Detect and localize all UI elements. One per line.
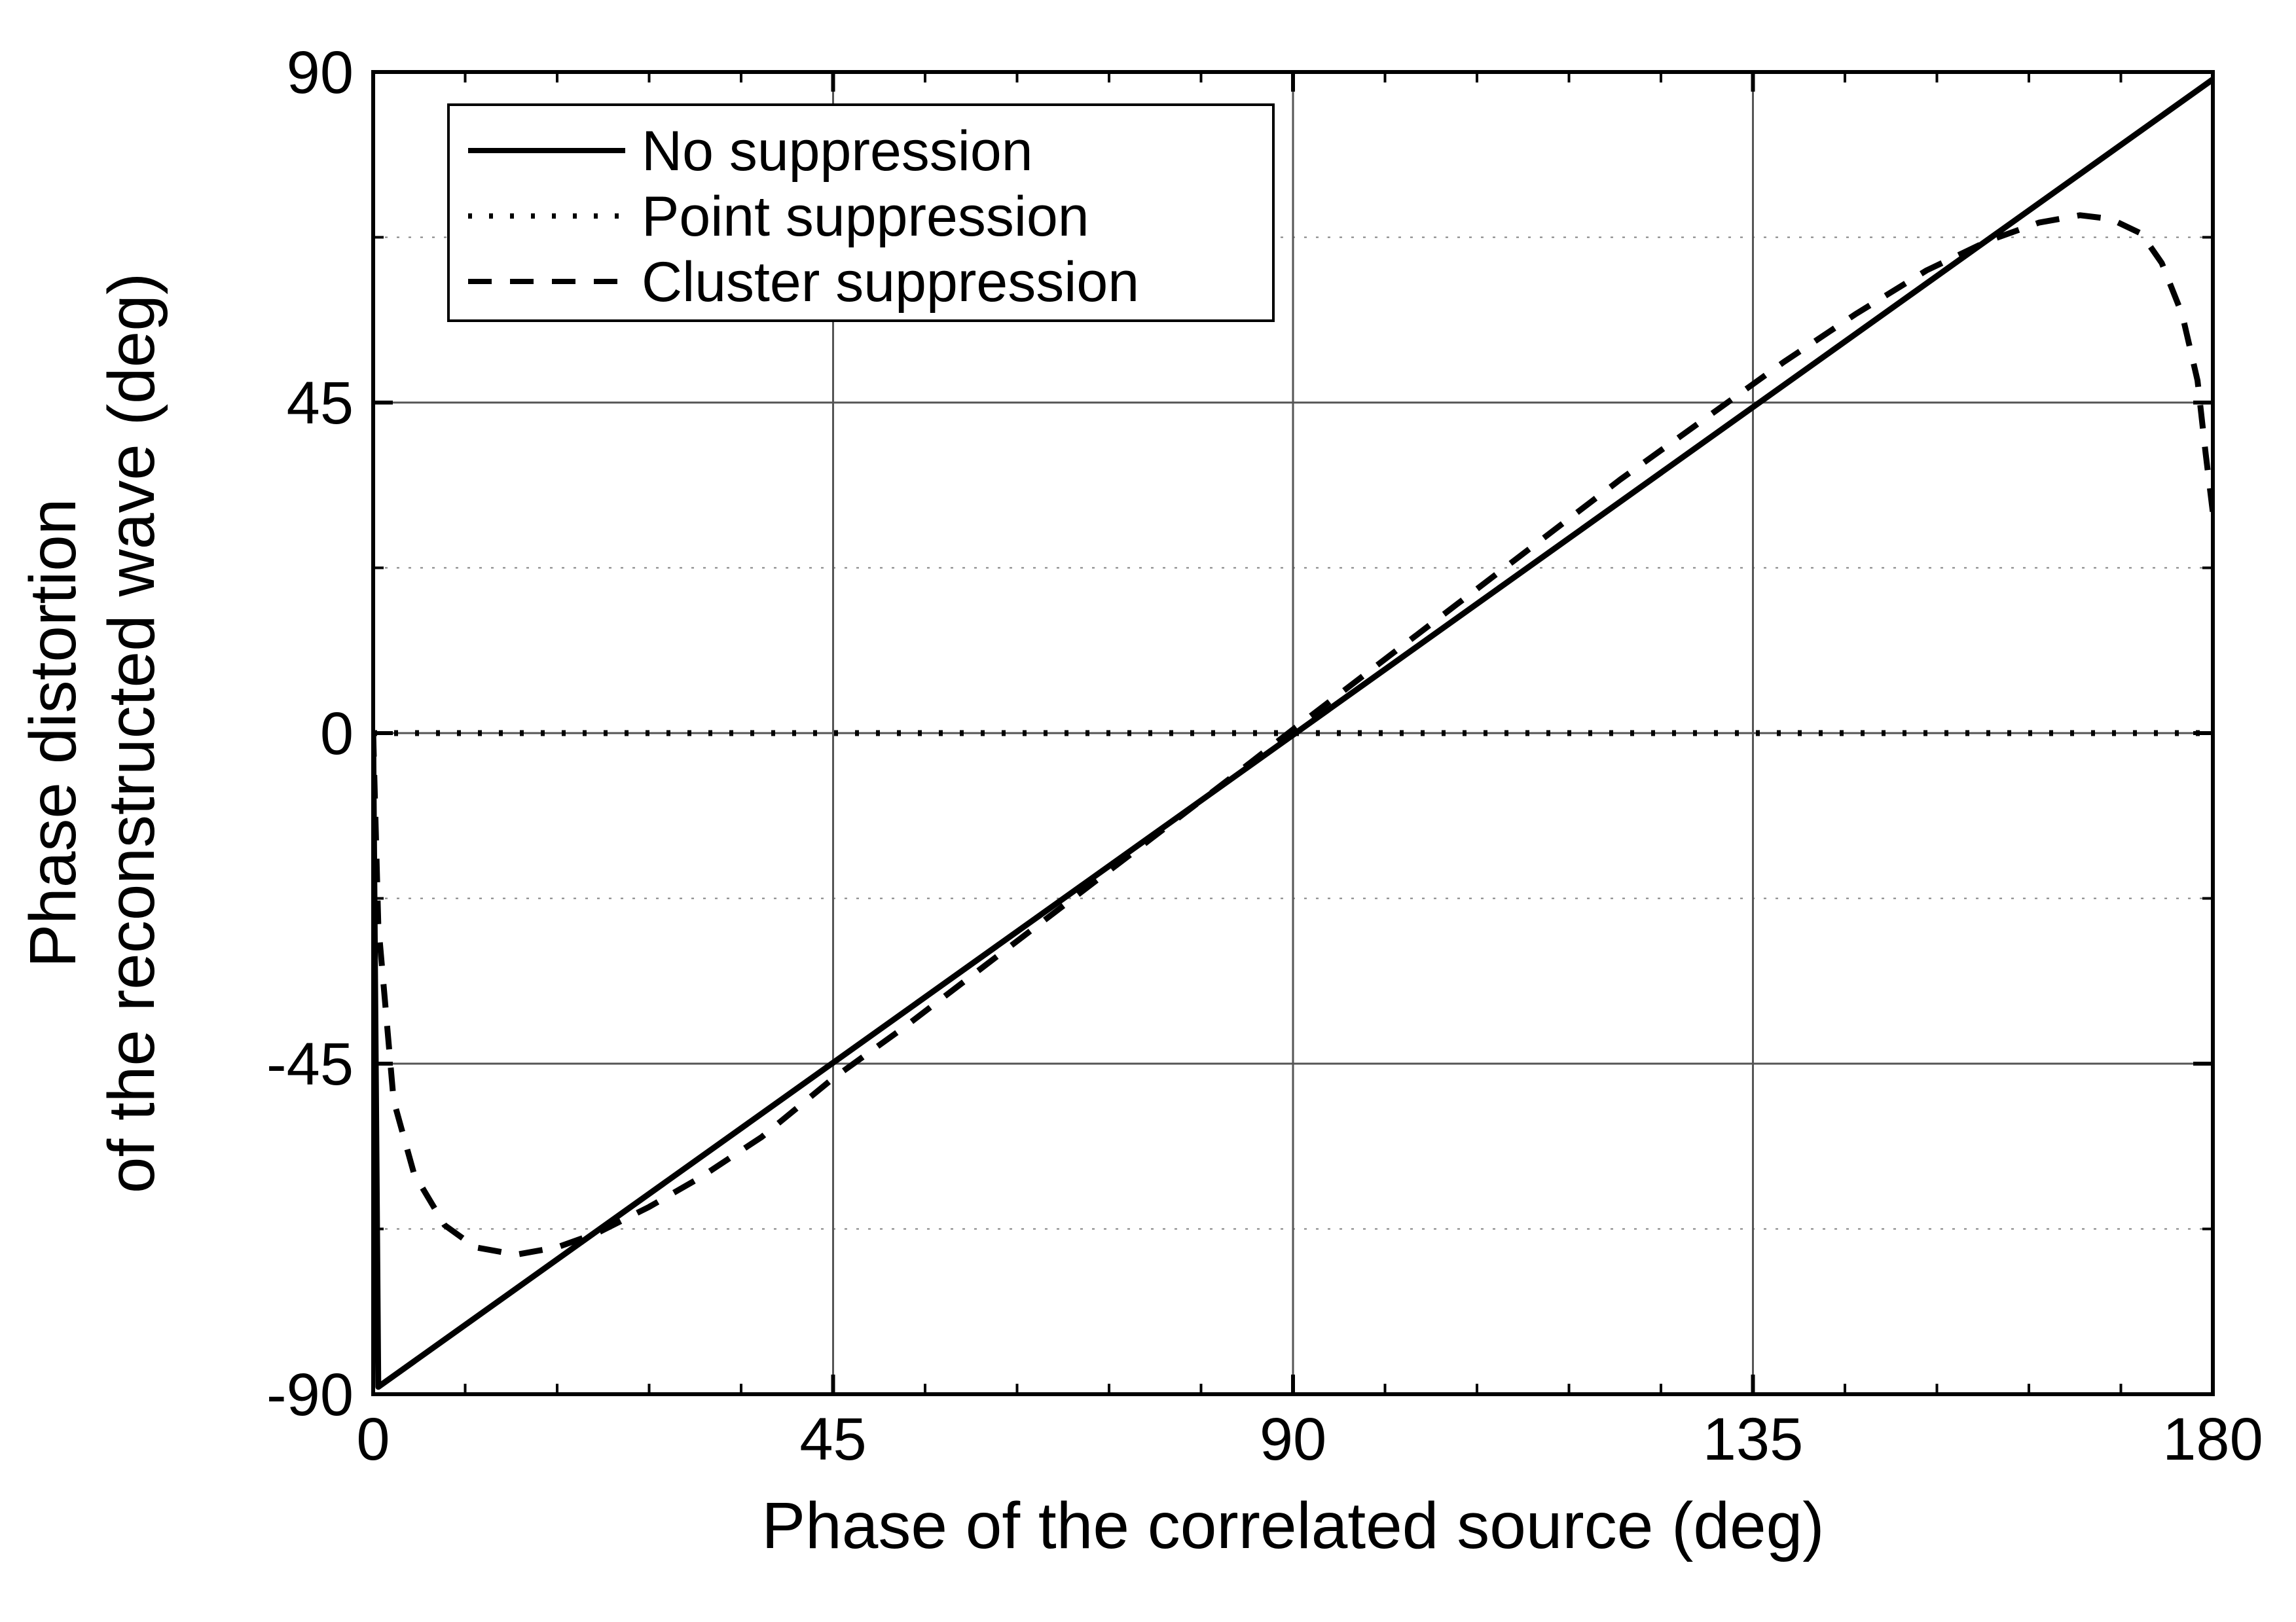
y-tick-label: 90 [287,39,354,106]
x-tick-label: 90 [1260,1406,1326,1473]
y-tick-label: -90 [266,1361,354,1428]
y-tick-label: -45 [266,1031,354,1098]
x-axis-label: Phase of the correlated source (deg) [761,1489,1824,1562]
x-tick-label: 0 [356,1406,390,1473]
legend-label: Point suppression [642,185,1089,248]
y-tick-label: 45 [287,370,354,437]
phase-distortion-chart: 0 45 90 135 180 -90 -45 0 45 90 Phase of the corre… [0,0,2296,1622]
x-tick-label: 45 [799,1406,866,1473]
legend-label: No suppression [642,120,1033,183]
y-tick-label: 0 [320,700,354,767]
x-tick-label: 180 [2162,1406,2263,1473]
svg-text:Phase distortion: Phase distortion [16,498,90,967]
legend-label: Cluster suppression [642,251,1139,314]
svg-text:of the reconstructed wave (deg: of the reconstructed wave (deg) [95,273,168,1193]
x-tick-label: 135 [1703,1406,1804,1473]
